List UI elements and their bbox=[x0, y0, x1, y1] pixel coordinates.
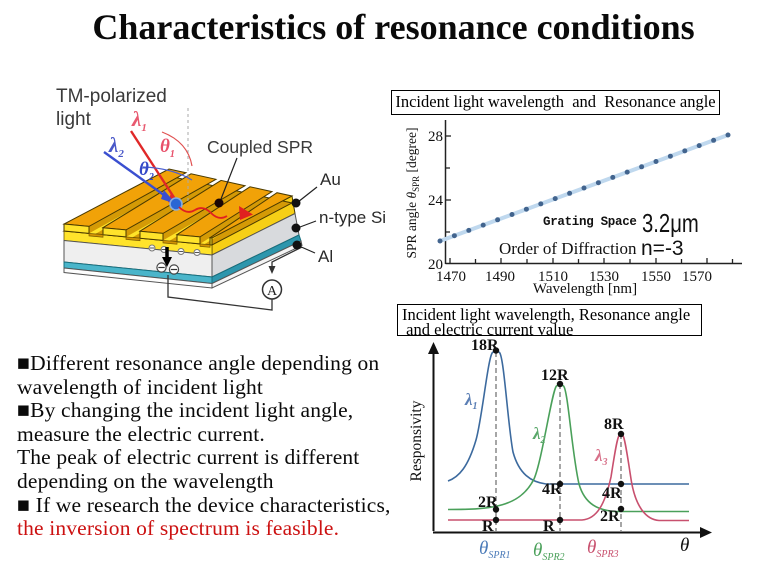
svg-text:24: 24 bbox=[428, 193, 444, 209]
svg-text:12R: 12R bbox=[541, 367, 569, 384]
svg-text:18R: 18R bbox=[471, 337, 499, 354]
svg-text:1510: 1510 bbox=[538, 269, 568, 285]
svg-text:8R: 8R bbox=[604, 416, 624, 433]
svg-text:20: 20 bbox=[428, 257, 443, 273]
svg-text:λ2: λ2 bbox=[532, 424, 546, 446]
svg-text:θSPR1: θSPR1 bbox=[479, 538, 511, 561]
svg-text:4R: 4R bbox=[542, 481, 562, 498]
svg-text:28: 28 bbox=[428, 129, 443, 145]
svg-text:1550: 1550 bbox=[641, 269, 671, 285]
svg-text:Wavelength [nm]: Wavelength [nm] bbox=[533, 281, 637, 297]
svg-text:Responsivity: Responsivity bbox=[408, 400, 425, 481]
svg-text:1490: 1490 bbox=[485, 269, 515, 285]
svg-text:λ1: λ1 bbox=[464, 390, 478, 412]
svg-text:2R: 2R bbox=[478, 494, 498, 511]
svg-text:R: R bbox=[482, 518, 494, 535]
svg-text:θ: θ bbox=[680, 535, 689, 556]
svg-text:R: R bbox=[543, 518, 555, 535]
svg-text:λ3: λ3 bbox=[594, 446, 608, 468]
svg-text:SPR angle θSPR [degree]: SPR angle θSPR [degree] bbox=[404, 127, 421, 258]
svg-text:2R: 2R bbox=[600, 508, 620, 525]
svg-text:4R: 4R bbox=[602, 485, 622, 502]
svg-text:A: A bbox=[267, 284, 278, 299]
svg-text:1530: 1530 bbox=[589, 269, 619, 285]
svg-text:1470: 1470 bbox=[436, 269, 466, 285]
svg-text:1570: 1570 bbox=[682, 269, 712, 285]
svg-text:θSPR3: θSPR3 bbox=[587, 537, 619, 560]
svg-text:θSPR2: θSPR2 bbox=[533, 540, 565, 563]
